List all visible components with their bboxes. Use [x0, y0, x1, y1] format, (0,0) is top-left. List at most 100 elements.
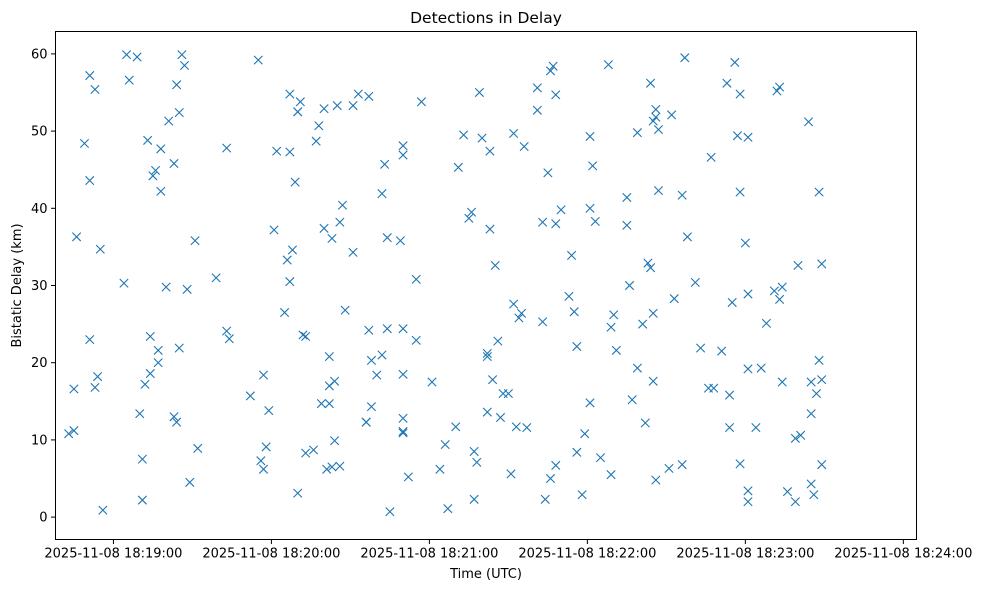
x-axis-ticks: 2025-11-08 18:19:00 2025-11-08 18:20:00 20… — [44, 539, 972, 562]
data-point — [680, 53, 690, 63]
data-point — [85, 70, 95, 81]
x-tick-label: 2025-11-08 18:23:00 — [676, 547, 814, 562]
data-point — [464, 213, 474, 223]
data-point — [174, 343, 184, 353]
data-point — [366, 355, 377, 365]
data-point — [169, 158, 179, 169]
data-point — [348, 101, 358, 111]
data-point — [632, 128, 642, 138]
data-point — [606, 322, 616, 332]
data-point — [509, 128, 519, 138]
data-point — [643, 258, 653, 268]
data-point — [740, 238, 750, 248]
data-point — [474, 87, 485, 98]
data-point — [398, 369, 408, 379]
data-point — [545, 66, 556, 76]
data-point — [135, 409, 145, 419]
plot-frame — [55, 31, 917, 540]
data-point — [664, 463, 674, 474]
data-point — [569, 307, 579, 317]
data-point — [382, 324, 392, 334]
data-point — [811, 388, 822, 399]
data-point — [782, 487, 793, 497]
data-point — [572, 341, 582, 352]
y-tick-label: 60 — [31, 47, 48, 62]
y-axis-ticks: 0 10 20 30 40 50 60 — [31, 47, 56, 526]
data-point — [161, 282, 171, 292]
data-point — [403, 472, 413, 482]
data-point — [482, 348, 492, 359]
data-point — [164, 116, 174, 126]
data-point — [472, 457, 482, 467]
data-point — [364, 325, 374, 335]
data-point — [269, 225, 279, 235]
data-point — [411, 274, 421, 284]
data-point — [730, 57, 740, 67]
data-point — [132, 52, 142, 62]
data-point — [293, 107, 303, 117]
data-point — [353, 89, 363, 99]
data-point — [319, 104, 329, 114]
data-point — [690, 277, 700, 288]
data-point — [398, 324, 408, 334]
data-point — [696, 343, 706, 353]
data-point — [348, 247, 358, 257]
y-axis-label: Bistatic Delay (km) — [10, 223, 25, 347]
data-point — [398, 413, 408, 423]
data-point — [540, 494, 550, 504]
data-point — [493, 336, 503, 346]
x-axis-label: Time (UTC) — [449, 567, 522, 582]
data-point — [140, 379, 150, 389]
data-point — [340, 305, 350, 315]
data-point — [817, 375, 827, 385]
data-point — [735, 187, 745, 197]
data-point — [580, 429, 590, 439]
data-point — [466, 207, 477, 217]
data-point — [806, 479, 816, 489]
data-point — [485, 224, 495, 234]
data-point — [172, 417, 182, 427]
data-point — [95, 244, 105, 254]
data-point — [777, 377, 787, 387]
data-point — [551, 219, 561, 229]
data-point — [506, 469, 516, 479]
data-point — [735, 459, 745, 469]
data-point — [482, 351, 492, 362]
data-point — [761, 318, 772, 328]
data-point — [222, 143, 232, 153]
data-point — [588, 161, 598, 171]
data-point — [327, 462, 337, 472]
data-point — [361, 417, 371, 427]
data-point — [645, 78, 656, 88]
data-point — [790, 433, 800, 443]
data-point — [622, 220, 632, 230]
data-point — [469, 494, 479, 504]
data-point — [806, 377, 816, 387]
data-point — [330, 376, 340, 386]
data-point — [556, 205, 566, 215]
data-point — [651, 104, 661, 115]
data-point — [90, 382, 100, 392]
data-point — [796, 430, 806, 440]
data-point — [137, 495, 147, 505]
data-point — [308, 445, 319, 455]
data-point — [777, 282, 787, 292]
data-point — [153, 358, 163, 368]
data-point — [145, 331, 155, 342]
data-point — [648, 308, 658, 318]
y-tick-label: 0 — [39, 511, 47, 526]
data-point — [85, 175, 95, 186]
data-point — [185, 477, 195, 487]
data-point — [724, 390, 735, 400]
data-point — [519, 141, 529, 152]
data-point — [330, 436, 340, 446]
scatter-points — [64, 50, 827, 517]
data-point — [282, 255, 292, 265]
x-tick-label: 2025-11-08 18:19:00 — [44, 547, 182, 562]
data-point — [564, 291, 574, 301]
data-point — [545, 473, 556, 484]
data-point — [377, 189, 387, 199]
data-point — [595, 453, 606, 463]
data-point — [709, 383, 719, 393]
data-point — [153, 345, 163, 355]
